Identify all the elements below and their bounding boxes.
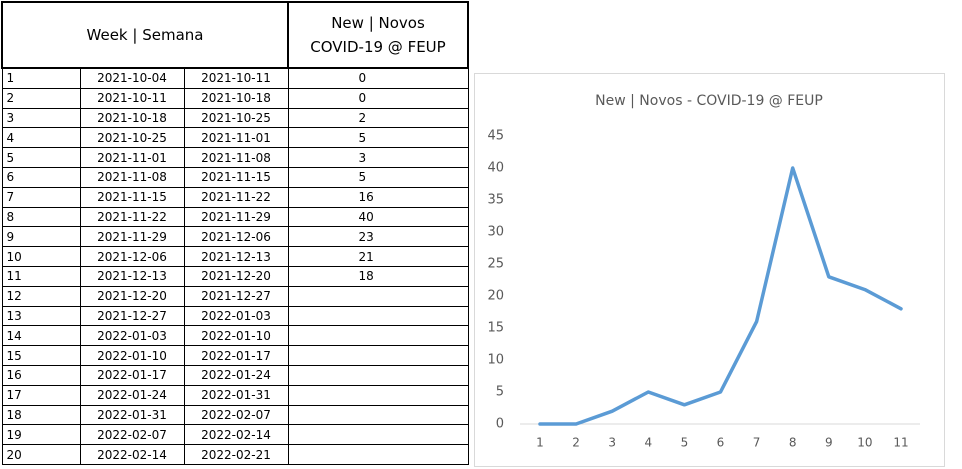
y-tick-label: 0 bbox=[496, 417, 504, 432]
start-date-cell: 2022-01-24 bbox=[79, 384, 185, 406]
table-row: 6 2021-11-08 2021-11-15 5 bbox=[1, 166, 469, 188]
data-line bbox=[538, 166, 903, 426]
end-date-cell: 2021-10-25 bbox=[183, 107, 289, 129]
week-cell: 1 bbox=[1, 67, 81, 89]
chart-frame bbox=[474, 73, 945, 467]
start-date-cell: 2022-02-14 bbox=[79, 444, 185, 465]
table-row: 18 2022-01-31 2022-02-07 bbox=[1, 404, 469, 426]
chart-title: New | Novos - COVID-19 @ FEUP bbox=[595, 93, 823, 109]
x-tick-label: 1 bbox=[536, 436, 544, 450]
end-date-cell: 2022-01-31 bbox=[183, 384, 289, 406]
x-tick-label: 8 bbox=[789, 436, 797, 450]
week-cell: 11 bbox=[1, 265, 81, 287]
table-row: 12 2021-12-20 2021-12-27 bbox=[1, 285, 469, 307]
header-line: COVID-19 @ FEUP bbox=[310, 38, 446, 56]
x-tick-label: 3 bbox=[608, 436, 616, 450]
y-tick-label: 10 bbox=[487, 353, 504, 368]
data-table: Week | Semana New | Novos COVID-19 @ FEUP… bbox=[1, 1, 469, 465]
week-cell: 14 bbox=[1, 325, 81, 347]
table-row: 11 2021-12-13 2021-12-20 18 bbox=[1, 265, 469, 287]
x-tick-label: 5 bbox=[681, 436, 689, 450]
y-tick-label: 30 bbox=[487, 225, 504, 240]
end-date-cell: 2021-12-13 bbox=[183, 246, 289, 267]
x-tick-label: 7 bbox=[753, 436, 761, 450]
start-date-cell: 2021-10-11 bbox=[79, 87, 185, 109]
table-row: 16 2022-01-17 2022-01-24 bbox=[1, 364, 469, 386]
table-row: 10 2021-12-06 2021-12-13 21 bbox=[1, 246, 469, 267]
table-row: 17 2022-01-24 2022-01-31 bbox=[1, 384, 469, 406]
y-tick-label: 25 bbox=[487, 257, 504, 272]
y-tick-label: 45 bbox=[487, 129, 504, 144]
table-row: 20 2022-02-14 2022-02-21 bbox=[1, 444, 469, 465]
count-cell bbox=[287, 444, 469, 465]
start-date-cell: 2022-01-31 bbox=[79, 404, 185, 426]
table-row: 4 2021-10-25 2021-11-01 5 bbox=[1, 127, 469, 149]
end-date-cell: 2022-02-21 bbox=[183, 444, 289, 465]
x-tick-label: 6 bbox=[717, 436, 725, 450]
table-row: 3 2021-10-18 2021-10-25 2 bbox=[1, 107, 469, 129]
end-date-cell: 2022-02-14 bbox=[183, 424, 289, 446]
start-date-cell: 2022-01-03 bbox=[79, 325, 185, 347]
y-tick-label: 40 bbox=[487, 161, 504, 176]
count-cell: 23 bbox=[287, 226, 469, 248]
end-date-cell: 2021-11-29 bbox=[183, 206, 289, 228]
y-tick-label: 15 bbox=[487, 321, 504, 336]
x-tick-label: 4 bbox=[644, 436, 652, 450]
end-date-cell: 2022-01-24 bbox=[183, 364, 289, 386]
x-tick-label: 10 bbox=[857, 436, 872, 450]
table-row: 8 2021-11-22 2021-11-29 40 bbox=[1, 206, 469, 228]
start-date-cell: 2021-11-22 bbox=[79, 206, 185, 228]
y-tick-label: 35 bbox=[487, 193, 504, 208]
start-date-cell: 2022-01-10 bbox=[79, 345, 185, 366]
end-date-cell: 2021-10-18 bbox=[183, 87, 289, 109]
x-tick-label: 9 bbox=[825, 436, 833, 450]
table-row: 1 2021-10-04 2021-10-11 0 bbox=[1, 67, 469, 89]
y-tick-label: 20 bbox=[487, 289, 504, 304]
x-tick-label: 2 bbox=[572, 436, 580, 450]
x-tick-label: 11 bbox=[893, 436, 908, 450]
table-body: 1 2021-10-04 2021-10-11 0 2 2021-10-11 2021-10… bbox=[1, 67, 469, 465]
start-date-cell: 2021-10-25 bbox=[79, 127, 185, 149]
table-row: 19 2022-02-07 2022-02-14 bbox=[1, 424, 469, 446]
end-date-cell: 2021-11-15 bbox=[183, 166, 289, 188]
table-row: 5 2021-11-01 2021-11-08 3 bbox=[1, 147, 469, 168]
new-header: New | Novos COVID-19 @ FEUP bbox=[287, 1, 469, 69]
start-date-cell: 2021-11-15 bbox=[79, 186, 185, 208]
end-date-cell: 2021-10-11 bbox=[183, 67, 289, 89]
start-date-cell: 2022-02-07 bbox=[79, 424, 185, 446]
header-line: New | Novos bbox=[331, 14, 425, 32]
count-cell: 0 bbox=[287, 67, 469, 89]
start-date-cell: 2021-12-06 bbox=[79, 246, 185, 267]
start-date-cell: 2021-10-18 bbox=[79, 107, 185, 129]
y-tick-label: 5 bbox=[496, 385, 504, 400]
week-header: Week | Semana bbox=[1, 1, 289, 69]
end-date-cell: 2022-02-07 bbox=[183, 404, 289, 426]
table-row: 15 2022-01-10 2022-01-17 bbox=[1, 345, 469, 366]
